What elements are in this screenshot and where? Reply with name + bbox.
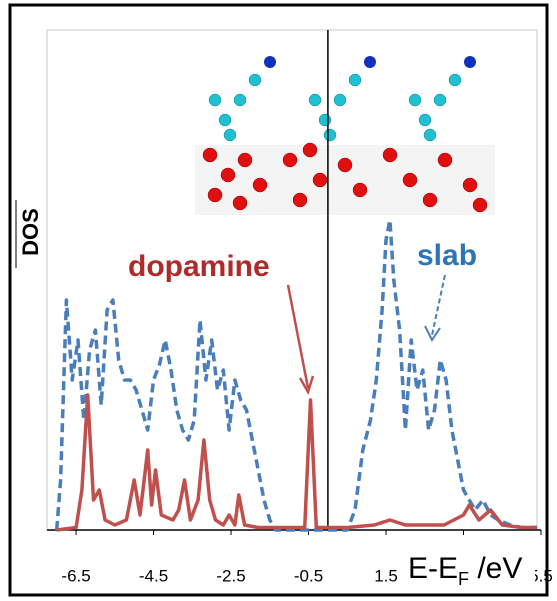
annotation-arrow — [288, 285, 308, 388]
annotation: dopamine — [128, 250, 270, 283]
x-tick-label: 1.5 — [374, 566, 398, 585]
x-tick-label: -4.5 — [139, 566, 168, 585]
y-label: DOS — [18, 208, 43, 256]
line-series — [57, 395, 537, 530]
x-tick-label: -2.5 — [216, 566, 245, 585]
annotation: slab — [417, 239, 477, 272]
plot-area — [47, 30, 537, 530]
x-tick-label: -0.5 — [294, 566, 323, 585]
chart: -6.5-4.5-2.5-0.51.53.55.5 E-EF /eV DOS d… — [0, 0, 557, 601]
x-tick-label: -6.5 — [61, 566, 90, 585]
annotation-arrow — [432, 275, 445, 335]
structure-inset — [195, 56, 495, 215]
